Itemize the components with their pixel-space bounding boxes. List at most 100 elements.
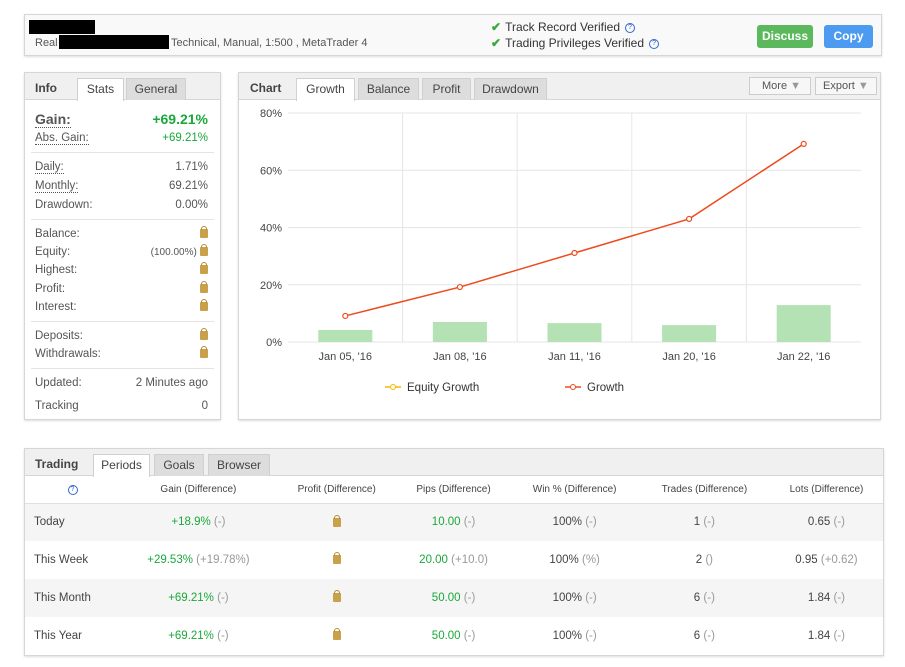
help-icon[interactable]: ? [625,22,635,33]
account-description: Technical, Manual, 1:500 , MetaTrader 4 [171,37,368,49]
data-point [342,312,349,320]
cell-win: 100% (-) [510,503,639,541]
cell-trades: 2 () [639,541,770,579]
tab-periods[interactable]: Periods [93,454,150,477]
updated-label: Updated: [35,377,82,389]
discuss-button[interactable]: Discuss [757,25,813,48]
monthly-label[interactable]: Monthly: [35,180,79,193]
account-header: Real Technical, Manual, 1:500 , MetaTrad… [24,14,882,56]
info-title: Info [35,81,57,95]
chart-tabbar: Chart Growth Balance Profit Drawdown Mor… [239,73,880,101]
trades-value: 1 [693,516,701,529]
lock-icon [200,299,208,312]
table-row: Today +18.9% (-) 10.00 (-) 100% (-) 1 (-) 0.6… [25,503,883,541]
data-point [800,140,807,147]
win-value: 100% [552,630,582,642]
cell-profit [277,541,397,579]
help-icon[interactable]: ? [67,484,78,495]
win-value: 100% [549,554,579,566]
gain-value: +18.9% [171,516,211,529]
tab-general[interactable]: General [126,78,186,100]
balance-row: Balance: [35,226,208,240]
data-point [456,283,463,291]
trading-privileges-verified: ✔ Trading Privileges Verified? [491,36,660,50]
tab-drawdown[interactable]: Drawdown [474,78,547,100]
tab-browser[interactable]: Browser [208,454,270,476]
more-button[interactable]: More ▼ [749,77,811,95]
legend-label: Equity Growth [407,382,479,394]
tab-profit[interactable]: Profit [422,78,471,100]
more-label: More [762,80,788,92]
lock-icon [332,590,341,603]
gain-value: +69.21% [168,592,214,604]
cell-pips: 10.00 (-) [396,503,511,541]
tab-growth[interactable]: Growth [296,78,355,101]
deposits-row: Deposits: [35,328,208,342]
lots-value: 0.95 [795,554,818,566]
x-tick-label: Jan 08, '16 [433,351,486,363]
divider [31,321,214,322]
trades-difference: (-) [703,630,715,642]
lock-icon [200,226,208,239]
lock-icon [200,244,208,257]
lots-value: 1.84 [807,592,831,604]
legend-marker [570,384,576,390]
bar [662,325,717,342]
track-record-verified: ✔ Track Record Verified? [491,20,635,34]
table-row: This Year +69.21% (-) 50.00 (-) 100% (-) 6 (… [25,617,883,655]
pips-difference: (-) [463,630,476,642]
bar [776,305,831,342]
y-tick-label: 40% [260,223,282,235]
col-lots: Lots (Difference) [769,477,883,504]
bar [547,323,602,342]
tab-goals[interactable]: Goals [154,454,204,476]
legend-label: Growth [587,382,624,394]
period-label: This Year [34,630,82,642]
check-icon: ✔ [491,36,502,50]
help-icon[interactable]: ? [649,38,660,49]
pips-difference: (-) [463,592,476,604]
tab-stats[interactable]: Stats [77,78,124,101]
abs-gain-label[interactable]: Abs. Gain: [35,132,89,145]
interest-row: Interest: [35,299,208,313]
win-difference: (-) [585,630,597,642]
dropdown-icon: ▼ [790,80,802,92]
highest-row: Highest: [35,262,208,276]
gain-label[interactable]: Gain: [35,111,71,128]
trades-value: 6 [693,630,701,642]
daily-label[interactable]: Daily: [35,161,64,174]
copy-button[interactable]: Copy [824,25,873,48]
trading-panel: Trading Periods Goals Browser ? Gain (Di… [24,448,884,656]
legend-marker [390,384,396,390]
data-point [571,249,578,257]
col-pips: Pips (Difference) [396,477,511,504]
cell-win: 100% (%) [510,541,638,579]
table-row: This Week +29.53% (+19.78%) 20.00 (+10.0) 1… [25,541,883,579]
lots-difference: (+0.62) [820,554,858,566]
lots-value: 0.65 [807,516,831,529]
cell-lots: 1.84 (-) [770,617,883,655]
win-difference: (%) [581,554,600,566]
tab-balance[interactable]: Balance [358,78,419,100]
drawdown-row: Drawdown: 0.00% [35,199,208,211]
pips-difference: (+10.0) [451,554,488,566]
divider [31,152,214,153]
drawdown-value: 0.00% [175,199,208,211]
withdrawals-row: Withdrawals: [35,346,208,360]
export-button[interactable]: Export ▼ [815,77,877,95]
balance-label: Balance: [35,228,80,240]
win-value: 100% [552,592,582,604]
cell-trades: 1 (-) [638,503,770,541]
cell-gain: +69.21% (-) [120,579,277,617]
y-tick-label: 0% [266,337,282,349]
equity-percent: (100.00%) [150,247,197,258]
drawdown-label: Drawdown: [35,199,93,211]
growth-chart: 0% 20% 40% 60% 80% Jan 05, '16 Jan 08, '16 Jan … [260,108,861,394]
x-tick-label: Jan 11, '16 [548,351,601,363]
profit-row: Profit: [35,281,208,295]
highest-label: Highest: [35,264,78,276]
info-panel: Info Stats General Gain: +69.21% Abs. Gai… [24,72,221,420]
deposits-label: Deposits: [35,330,83,342]
lock-icon [200,262,208,275]
gain-difference: (+19.78%) [196,554,250,566]
